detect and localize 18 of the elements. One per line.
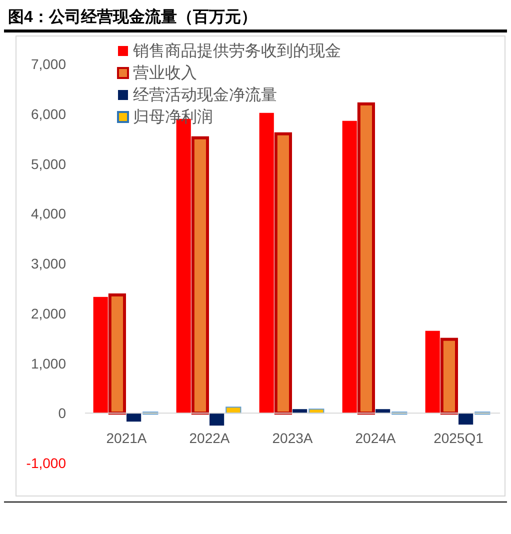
- legend-label: 营业收入: [133, 64, 197, 82]
- x-tick-label: 2023A: [272, 430, 314, 446]
- x-tick-label: 2025Q1: [434, 430, 484, 446]
- legend-label: 销售商品提供劳务收到的现金: [132, 42, 341, 60]
- y-tick-label: 7,000: [30, 56, 66, 72]
- y-tick-label: 3,000: [30, 256, 66, 272]
- chart-title: 图4：公司经营现金流量（百万元）: [8, 7, 257, 26]
- y-tick-label: 0: [58, 405, 66, 422]
- y-tick-label: 6,000: [30, 106, 66, 122]
- y-tick-label: 2,000: [30, 305, 66, 322]
- legend-label: 经营活动现金净流量: [133, 86, 277, 104]
- y-tick-label: 5,000: [30, 156, 66, 172]
- y-tick-label: -1,000: [26, 455, 66, 471]
- y-tick-label: 1,000: [30, 355, 66, 372]
- y-tick-label: 4,000: [30, 206, 66, 222]
- x-tick-label: 2021A: [106, 430, 148, 446]
- x-tick-label: 2024A: [355, 430, 396, 446]
- x-tick-label: 2022A: [189, 430, 230, 446]
